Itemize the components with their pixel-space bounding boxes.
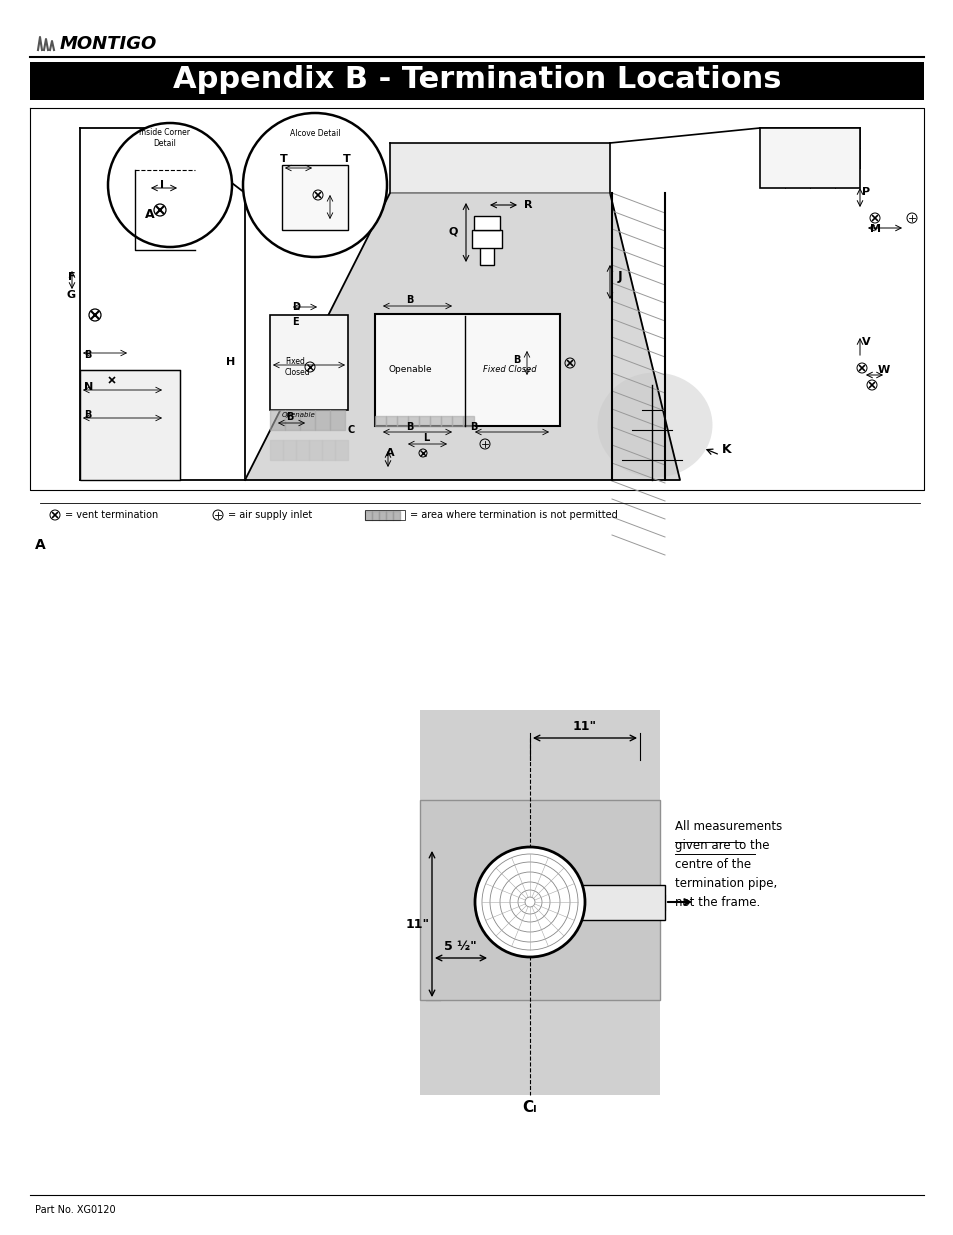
Text: P: P <box>862 186 869 198</box>
Text: F: F <box>69 272 76 282</box>
Text: MONTIGO: MONTIGO <box>60 35 157 53</box>
Text: 11": 11" <box>573 720 597 732</box>
Polygon shape <box>285 410 299 430</box>
Polygon shape <box>295 440 309 459</box>
Polygon shape <box>372 511 378 520</box>
Polygon shape <box>375 416 386 426</box>
Bar <box>760 128 859 188</box>
Text: G: G <box>67 290 76 300</box>
Polygon shape <box>270 410 285 430</box>
Polygon shape <box>299 410 314 430</box>
Text: H: H <box>226 357 234 367</box>
Bar <box>472 230 501 248</box>
Polygon shape <box>390 143 609 193</box>
Polygon shape <box>408 416 418 426</box>
Text: L: L <box>422 433 429 443</box>
Polygon shape <box>322 440 335 459</box>
Bar <box>419 800 659 1000</box>
Polygon shape <box>335 440 348 459</box>
Polygon shape <box>418 416 430 426</box>
Text: A: A <box>35 538 46 552</box>
Bar <box>270 315 348 410</box>
Text: S: S <box>311 190 318 200</box>
Text: M: M <box>869 224 880 233</box>
Polygon shape <box>245 193 679 480</box>
Text: 11": 11" <box>406 918 430 930</box>
Text: W: W <box>877 366 889 375</box>
Text: B: B <box>406 295 414 305</box>
Text: I: I <box>160 180 164 190</box>
Text: B: B <box>84 350 91 359</box>
Text: N: N <box>84 382 93 391</box>
Text: J: J <box>618 270 622 283</box>
Text: E: E <box>292 317 298 327</box>
Text: B: B <box>84 410 91 420</box>
Polygon shape <box>309 440 322 459</box>
Text: C: C <box>348 425 355 435</box>
Text: = area where termination is not permitted: = area where termination is not permitte… <box>410 510 618 520</box>
Text: Cₗ: Cₗ <box>522 1100 537 1115</box>
Polygon shape <box>270 440 283 459</box>
Circle shape <box>243 112 387 257</box>
Bar <box>375 314 559 426</box>
Bar <box>490 885 664 920</box>
Text: All measurements
given are to the
centre of the
termination pipe,
not the frame.: All measurements given are to the centre… <box>675 820 781 909</box>
Text: Part No. XG0120: Part No. XG0120 <box>35 1205 115 1215</box>
Text: K: K <box>721 443 731 456</box>
Text: A: A <box>385 448 394 458</box>
Polygon shape <box>330 410 345 430</box>
Bar <box>30 62 923 100</box>
Bar <box>419 710 659 1095</box>
Polygon shape <box>378 511 386 520</box>
Text: B: B <box>470 422 476 432</box>
Polygon shape <box>314 410 330 430</box>
Text: Inside Corner
Detail: Inside Corner Detail <box>139 128 191 148</box>
Circle shape <box>108 124 232 247</box>
Text: Fixed
Closed: Fixed Closed <box>285 357 311 377</box>
Text: Openable: Openable <box>388 366 432 374</box>
Polygon shape <box>430 416 440 426</box>
Text: R: R <box>523 200 532 210</box>
Text: D: D <box>292 303 299 312</box>
Text: 5 ½": 5 ½" <box>443 940 476 952</box>
Polygon shape <box>386 416 396 426</box>
Text: B: B <box>513 354 519 366</box>
Circle shape <box>475 847 584 957</box>
Bar <box>80 370 180 480</box>
Text: T: T <box>343 154 351 164</box>
Polygon shape <box>386 511 393 520</box>
Bar <box>474 216 499 230</box>
Text: T: T <box>280 154 288 164</box>
Polygon shape <box>452 416 462 426</box>
Text: Fixed Closed: Fixed Closed <box>482 366 537 374</box>
Polygon shape <box>283 440 295 459</box>
Polygon shape <box>440 416 452 426</box>
Text: A: A <box>145 207 154 221</box>
Text: B: B <box>406 422 414 432</box>
Ellipse shape <box>597 373 712 478</box>
Polygon shape <box>393 511 399 520</box>
Text: B: B <box>286 412 294 422</box>
Text: = vent termination: = vent termination <box>65 510 158 520</box>
Bar <box>365 510 405 520</box>
Polygon shape <box>462 416 474 426</box>
Text: Appendix B - Termination Locations: Appendix B - Termination Locations <box>172 64 781 94</box>
Text: U: U <box>299 169 308 179</box>
Text: Alcove Detail: Alcove Detail <box>290 128 340 137</box>
Polygon shape <box>396 416 408 426</box>
Polygon shape <box>365 511 372 520</box>
Text: Q: Q <box>448 227 457 237</box>
Text: Openable: Openable <box>282 412 315 417</box>
Bar <box>282 165 348 230</box>
Text: = air supply inlet: = air supply inlet <box>228 510 312 520</box>
Bar <box>479 220 494 266</box>
Text: V: V <box>862 337 870 347</box>
